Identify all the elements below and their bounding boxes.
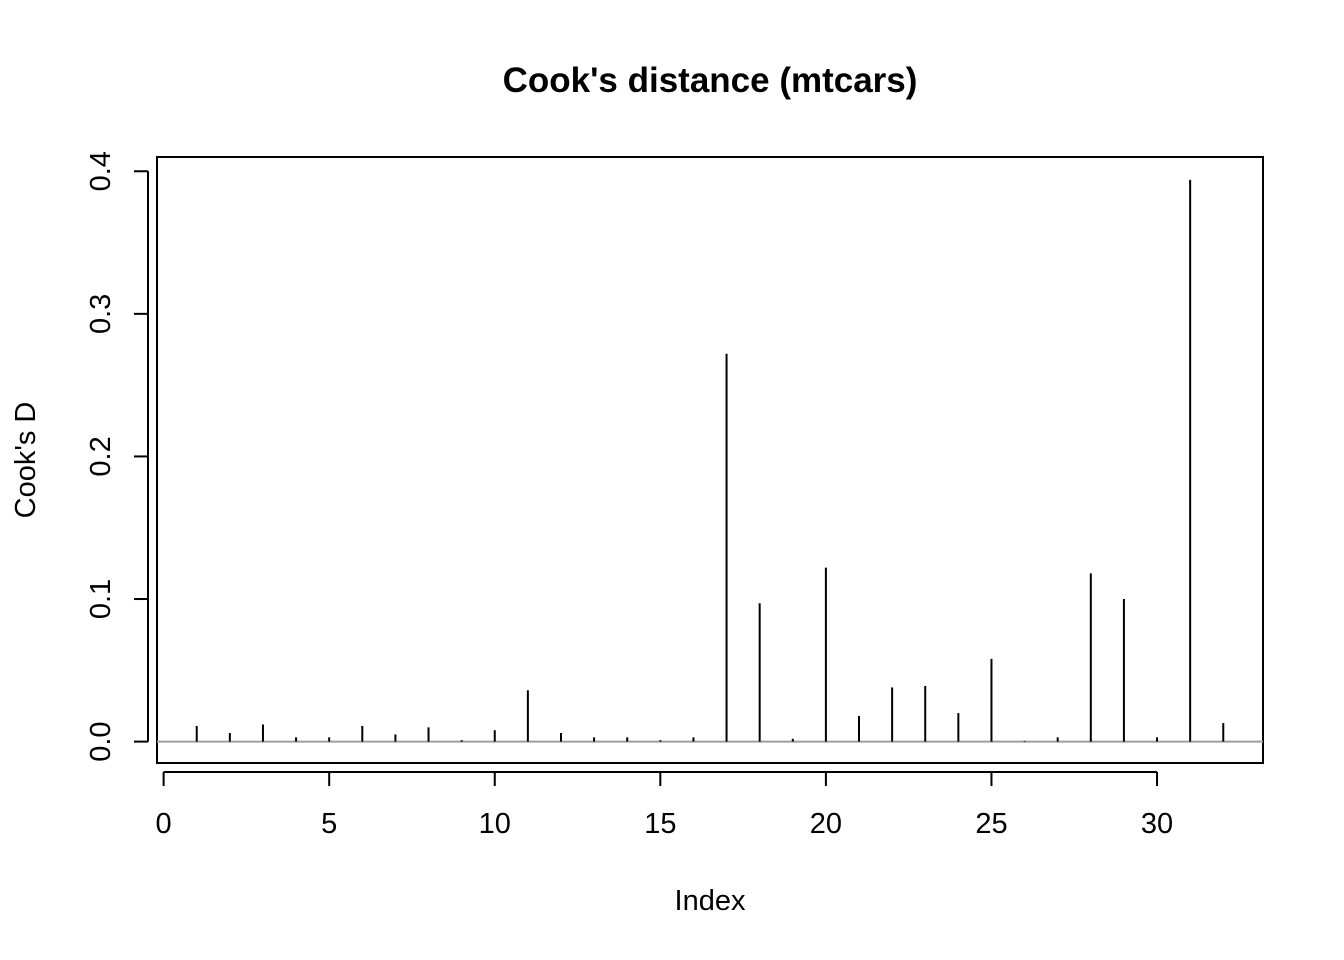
x-tick-label-0: 0 xyxy=(156,808,172,840)
plot-frame xyxy=(156,156,1264,764)
x-tick-label-30: 30 xyxy=(1141,808,1173,840)
y-tick-label-0: 0.0 xyxy=(85,721,117,761)
y-axis-label: Cook's D xyxy=(10,402,42,519)
x-tick-label-10: 10 xyxy=(479,808,511,840)
x-tick-label-5: 5 xyxy=(321,808,337,840)
y-tick-label-4: 0.4 xyxy=(85,151,117,191)
y-tick-label-3: 0.3 xyxy=(85,294,117,334)
y-tick-label-1: 0.1 xyxy=(85,579,117,619)
x-tick-label-15: 15 xyxy=(644,808,676,840)
x-tick-label-20: 20 xyxy=(810,808,842,840)
y-tick-label-2: 0.2 xyxy=(85,436,117,476)
x-tick-label-25: 25 xyxy=(975,808,1007,840)
plot-area: 0 5 10 15 20 25 30 0.0 0.1 0.2 0.3 0.4 xyxy=(85,151,1264,840)
x-axis-label: Index xyxy=(675,885,746,917)
chart-title: Cook's distance (mtcars) xyxy=(503,61,918,100)
